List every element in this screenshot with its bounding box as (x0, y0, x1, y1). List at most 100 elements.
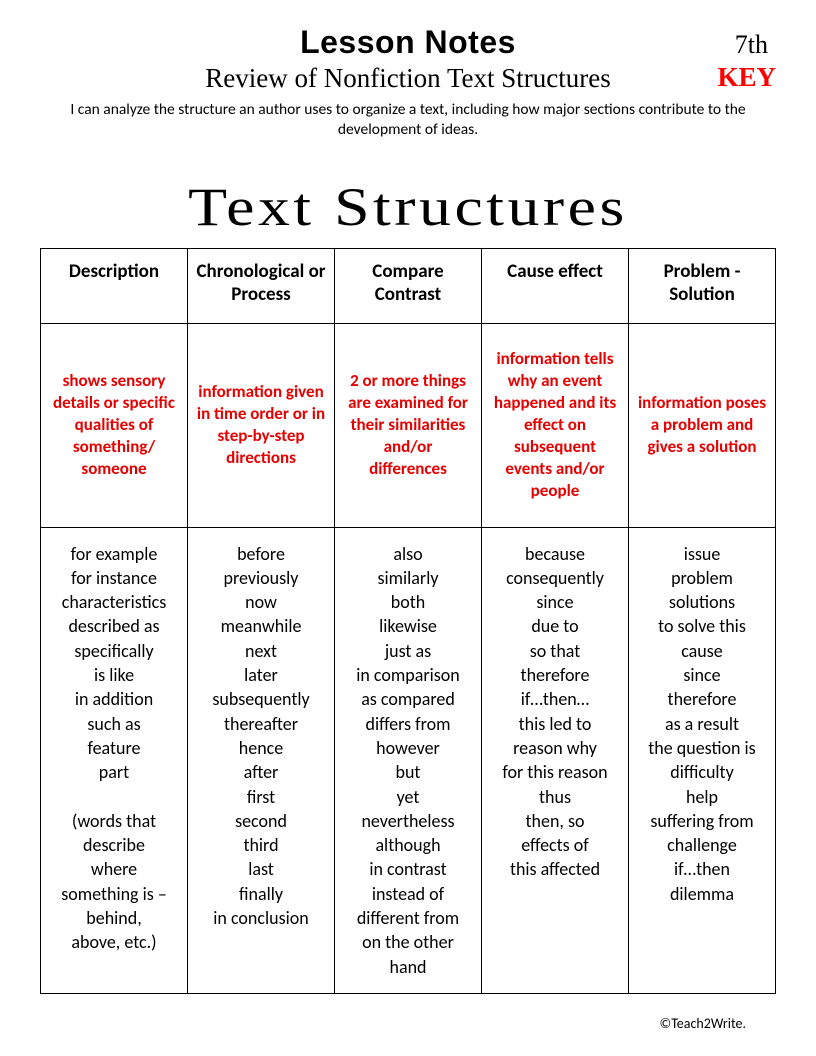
signal-word: feature (45, 736, 183, 760)
signal-word: for example (45, 542, 183, 566)
signal-word: in comparison (339, 663, 477, 687)
signal-word: due to (486, 614, 624, 638)
signal-word: but (339, 760, 477, 784)
signal-word: for this reason (486, 760, 624, 784)
signal-word: the question is (633, 736, 771, 760)
banner-title: Text Structures (0, 176, 816, 238)
objective-text: I can analyze the structure an author us… (40, 100, 776, 140)
title-main: Lesson Notes (40, 24, 776, 61)
signal-word: different from (339, 906, 477, 930)
table-header-row: Description Chronological or Process Com… (41, 249, 776, 324)
definition-cell: information poses a problem and gives a … (629, 323, 776, 527)
col-header: Compare Contrast (335, 249, 482, 324)
signal-word: cause (633, 639, 771, 663)
signal-word: behind, (45, 906, 183, 930)
signal-word: to solve this (633, 614, 771, 638)
signal-word: solutions (633, 590, 771, 614)
signal-word: where (45, 857, 183, 881)
signal-word: meanwhile (192, 614, 330, 638)
signal-word: therefore (486, 663, 624, 687)
signal-word: after (192, 760, 330, 784)
signal-word: just as (339, 639, 477, 663)
signal-word: as compared (339, 687, 477, 711)
signal-word: specifically (45, 639, 183, 663)
signal-word: subsequently (192, 687, 330, 711)
signal-word: problem (633, 566, 771, 590)
signal-word: something is – (45, 882, 183, 906)
col-header: Cause effect (482, 249, 629, 324)
definition-cell: 2 or more things are examined for their … (335, 323, 482, 527)
signal-word: in contrast (339, 857, 477, 881)
signal-word: now (192, 590, 330, 614)
grade-level: 7th (735, 30, 768, 60)
signal-word: because (486, 542, 624, 566)
signal-word: this led to (486, 712, 624, 736)
subtitle: Review of Nonfiction Text Structures (205, 63, 611, 94)
signal-word: is like (45, 663, 183, 687)
signal-word: in conclusion (192, 906, 330, 930)
signal-word: (words that (45, 809, 183, 833)
signal-word: previously (192, 566, 330, 590)
signal-word: however (339, 736, 477, 760)
signal-word: this affected (486, 857, 624, 881)
signal-word: characteristics (45, 590, 183, 614)
definition-cell: shows sensory details or specific qualit… (41, 323, 188, 527)
signal-word: part (45, 760, 183, 784)
signal-word (45, 785, 183, 809)
signal-word: likewise (339, 614, 477, 638)
signal-word: thus (486, 785, 624, 809)
signal-word: consequently (486, 566, 624, 590)
signal-word: yet (339, 785, 477, 809)
signal-word: described as (45, 614, 183, 638)
signal-word: later (192, 663, 330, 687)
signal-word: second (192, 809, 330, 833)
signal-word: similarly (339, 566, 477, 590)
key-label: KEY (717, 62, 776, 93)
signal-word: above, etc.) (45, 930, 183, 954)
col-header: Chronological or Process (188, 249, 335, 324)
signal-word: thereafter (192, 712, 330, 736)
signal-word: help (633, 785, 771, 809)
signal-word: last (192, 857, 330, 881)
signal-word: describe (45, 833, 183, 857)
signal-word: effects of (486, 833, 624, 857)
definition-cell: information given in time order or in st… (188, 323, 335, 527)
signal-word: finally (192, 882, 330, 906)
words-cell: beforepreviouslynowmeanwhilenextlatersub… (188, 527, 335, 993)
signal-word: both (339, 590, 477, 614)
definition-cell: information tells why an event happened … (482, 323, 629, 527)
words-cell: becauseconsequentlysincedue toso thatthe… (482, 527, 629, 993)
signal-word: on the other (339, 930, 477, 954)
words-cell: issueproblemsolutionsto solve thiscauses… (629, 527, 776, 993)
signal-word: also (339, 542, 477, 566)
signal-word: if…then (633, 857, 771, 881)
signal-word: since (486, 590, 624, 614)
page-header: Lesson Notes 7th Review of Nonfiction Te… (40, 24, 776, 94)
signal-word: if…then… (486, 687, 624, 711)
footer-credit: ©Teach2Write. (660, 1015, 746, 1032)
signal-word: dilemma (633, 882, 771, 906)
signal-word: although (339, 833, 477, 857)
signal-word: nevertheless (339, 809, 477, 833)
signal-word: for instance (45, 566, 183, 590)
signal-word: issue (633, 542, 771, 566)
signal-word: as a result (633, 712, 771, 736)
structures-table: Description Chronological or Process Com… (40, 248, 776, 994)
signal-word: in addition (45, 687, 183, 711)
signal-word: hand (339, 955, 477, 979)
signal-word: since (633, 663, 771, 687)
signal-word: so that (486, 639, 624, 663)
words-cell: for examplefor instancecharacteristicsde… (41, 527, 188, 993)
signal-word: difficulty (633, 760, 771, 784)
signal-word: before (192, 542, 330, 566)
words-row: for examplefor instancecharacteristicsde… (41, 527, 776, 993)
words-cell: alsosimilarlybothlikewisejust asin compa… (335, 527, 482, 993)
definition-row: shows sensory details or specific qualit… (41, 323, 776, 527)
signal-word: suffering from (633, 809, 771, 833)
signal-word: instead of (339, 882, 477, 906)
col-header: Problem - Solution (629, 249, 776, 324)
signal-word: differs from (339, 712, 477, 736)
signal-word: next (192, 639, 330, 663)
signal-word: challenge (633, 833, 771, 857)
signal-word: then, so (486, 809, 624, 833)
